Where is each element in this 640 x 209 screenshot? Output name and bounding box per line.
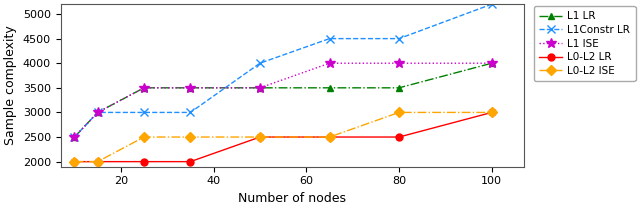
L1 ISE	[326, 62, 333, 64]
L1 LR	[140, 87, 148, 89]
L1Constr LR	[488, 3, 495, 5]
Line: L1 LR: L1 LR	[71, 60, 495, 140]
L1 ISE	[94, 111, 102, 114]
L1 LR	[94, 111, 102, 114]
L1 LR	[70, 136, 78, 138]
L0-L2 LR	[70, 160, 78, 163]
L0-L2 LR	[326, 136, 333, 138]
L1 ISE	[488, 62, 495, 64]
L0-L2 ISE	[488, 111, 495, 114]
L0-L2 LR	[488, 111, 495, 114]
L1 ISE	[140, 87, 148, 89]
L0-L2 LR	[396, 136, 403, 138]
L1 ISE	[256, 87, 264, 89]
L0-L2 LR	[256, 136, 264, 138]
Line: L0-L2 ISE: L0-L2 ISE	[71, 109, 495, 165]
L0-L2 ISE	[186, 136, 194, 138]
L1 ISE	[70, 136, 78, 138]
L1 ISE	[186, 87, 194, 89]
L1 LR	[326, 87, 333, 89]
L0-L2 LR	[140, 160, 148, 163]
L0-L2 LR	[186, 160, 194, 163]
L1Constr LR	[94, 111, 102, 114]
L0-L2 ISE	[140, 136, 148, 138]
L0-L2 ISE	[396, 111, 403, 114]
L1Constr LR	[140, 111, 148, 114]
L1Constr LR	[256, 62, 264, 64]
X-axis label: Number of nodes: Number of nodes	[239, 192, 346, 205]
L0-L2 ISE	[94, 160, 102, 163]
L1 ISE	[396, 62, 403, 64]
L1Constr LR	[186, 111, 194, 114]
L1Constr LR	[326, 37, 333, 40]
Line: L1 ISE: L1 ISE	[70, 58, 497, 142]
L0-L2 ISE	[256, 136, 264, 138]
L1 LR	[186, 87, 194, 89]
Y-axis label: Sample complexity: Sample complexity	[4, 25, 17, 145]
L1 LR	[488, 62, 495, 64]
Line: L0-L2 LR: L0-L2 LR	[71, 109, 495, 165]
Legend: L1 LR, L1Constr LR, L1 ISE, L0-L2 LR, L0-L2 ISE: L1 LR, L1Constr LR, L1 ISE, L0-L2 LR, L0…	[534, 6, 636, 81]
L1 LR	[256, 87, 264, 89]
L1Constr LR	[396, 37, 403, 40]
L0-L2 ISE	[326, 136, 333, 138]
L1Constr LR	[70, 136, 78, 138]
L0-L2 ISE	[70, 160, 78, 163]
Line: L1Constr LR: L1Constr LR	[70, 0, 496, 141]
L1 LR	[396, 87, 403, 89]
L0-L2 LR	[94, 160, 102, 163]
